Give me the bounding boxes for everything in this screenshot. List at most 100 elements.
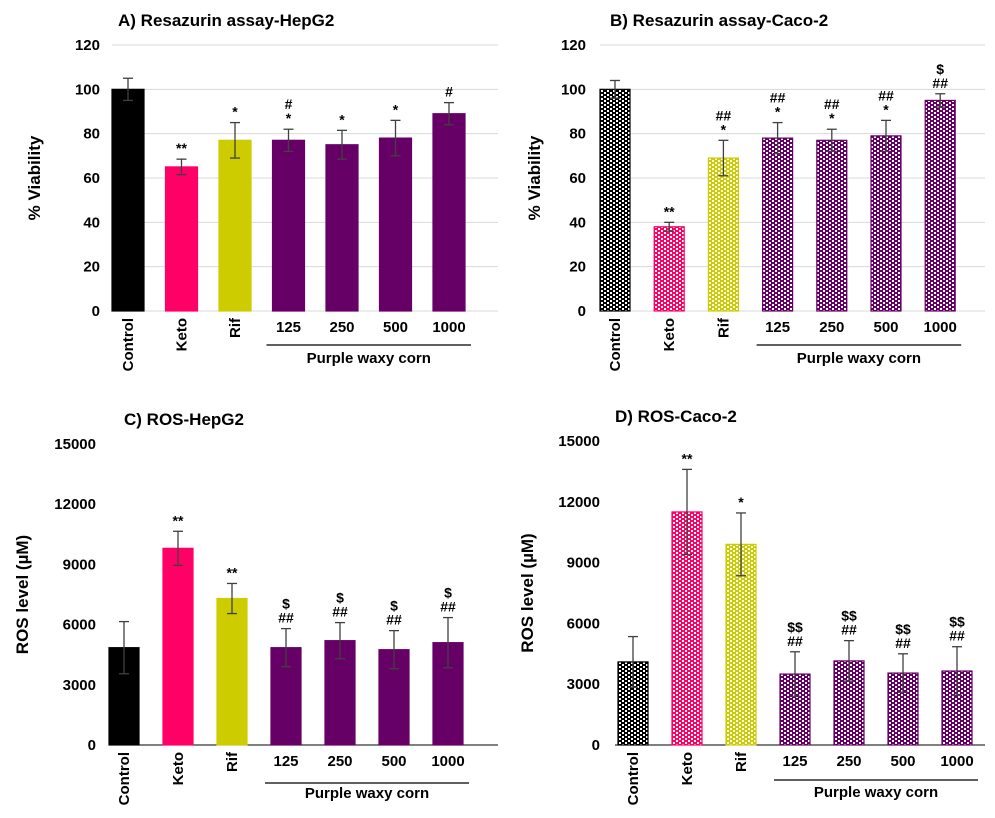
panel-a-y-axis-label: % Viability	[25, 135, 44, 220]
y-tick-label: 120	[75, 37, 100, 54]
y-tick-label: 0	[88, 737, 96, 754]
error-bar	[682, 468, 692, 556]
bar-1000	[432, 113, 466, 312]
y-tick-label: 60	[569, 170, 586, 187]
x-category-label: 1000	[432, 319, 465, 336]
error-bar	[826, 128, 837, 153]
significance-mark: ##	[440, 599, 456, 615]
error-bar	[898, 653, 908, 693]
significance-mark: ##	[278, 610, 294, 626]
error-bar	[389, 629, 399, 670]
significance-mark: $	[282, 596, 290, 612]
panel-d-title: D) ROS-Caco-2	[615, 407, 737, 426]
error-bar	[952, 646, 962, 696]
significance-mark: $	[444, 585, 452, 601]
error-bar	[844, 639, 854, 682]
bar-rif	[725, 543, 757, 746]
error-bar	[790, 651, 800, 698]
x-category-label: 250	[327, 753, 352, 770]
error-bar	[443, 616, 453, 669]
y-tick-label: 100	[561, 81, 586, 98]
significance-mark: **	[664, 203, 675, 219]
y-tick-label: 15000	[54, 436, 96, 453]
significance-mark: $$	[949, 614, 965, 630]
x-category-label: 500	[873, 319, 898, 336]
significance-mark: ##	[932, 75, 948, 91]
panel-c-chart: C) ROS-HepG2 ROS level (µM) 0 3000 6000 9000 1…	[13, 410, 498, 805]
y-tick-label: 80	[83, 126, 100, 143]
error-bar	[772, 121, 783, 155]
significance-mark: *	[883, 101, 889, 117]
y-tick-label: 60	[83, 170, 100, 187]
x-category-label: Rif	[733, 751, 750, 772]
significance-mark: ##	[332, 604, 348, 620]
x-category-label: Keto	[679, 752, 696, 785]
y-tick-label: 40	[569, 214, 586, 231]
x-category-label: 500	[381, 753, 406, 770]
significance-mark: *	[339, 111, 345, 127]
bar-rif	[707, 157, 740, 312]
error-bar	[119, 620, 129, 675]
error-bar	[718, 139, 729, 177]
bar-1000	[924, 99, 956, 312]
error-bar	[736, 512, 746, 577]
significance-mark: ##	[716, 107, 732, 123]
significance-mark: *	[393, 101, 399, 117]
significance-mark: #	[285, 96, 293, 112]
y-tick-label: 0	[578, 303, 586, 320]
significance-mark: *	[232, 104, 238, 120]
panel-a-chart: A) Resazurin assay-HepG2 % Viability 0 20 40…	[25, 11, 498, 371]
x-category-label: 250	[836, 753, 861, 770]
y-tick-label: 120	[561, 37, 586, 54]
bar-keto	[162, 547, 194, 746]
x-category-label: 500	[890, 753, 915, 770]
significance-mark: $	[390, 598, 398, 614]
significance-mark: *	[829, 110, 835, 126]
error-bar	[610, 79, 620, 99]
y-tick-label: 6000	[567, 615, 600, 632]
x-category-label: 500	[383, 319, 408, 336]
panel-d-chart: D) ROS-Caco-2 ROS level (µM) 0 3000 6000 9000…	[518, 407, 985, 805]
bar-keto	[653, 226, 685, 312]
bar-control	[599, 88, 631, 312]
error-bar	[230, 121, 240, 159]
panel-a-title: A) Resazurin assay-HepG2	[118, 11, 334, 30]
x-category-label: 125	[782, 753, 807, 770]
error-bar	[337, 129, 347, 160]
y-tick-label: 3000	[63, 677, 96, 694]
panel-c-y-axis-label: ROS level (µM)	[13, 535, 32, 654]
group-label: Purple waxy corn	[305, 785, 429, 802]
x-category-label: Rif	[715, 317, 732, 338]
bar-125	[761, 137, 794, 312]
bar-125	[271, 139, 306, 312]
panel-c-title: C) ROS-HepG2	[124, 410, 244, 429]
error-bar	[227, 582, 237, 615]
significance-mark: *	[721, 121, 727, 137]
significance-mark: **	[227, 564, 238, 580]
y-tick-label: 3000	[567, 676, 600, 693]
bar-500	[870, 135, 902, 312]
x-category-label: 1000	[940, 753, 973, 770]
significance-mark: *	[286, 110, 292, 126]
group-label: Purple waxy corn	[814, 784, 938, 801]
y-tick-label: 80	[569, 126, 586, 143]
y-tick-label: 20	[569, 259, 586, 276]
error-bar	[935, 93, 946, 108]
x-category-label: Rif	[227, 317, 244, 338]
significance-mark: $	[336, 590, 344, 606]
y-tick-label: 12000	[54, 496, 96, 513]
error-bar	[390, 119, 401, 157]
x-category-label: Control	[625, 752, 642, 805]
bar-rif	[218, 139, 252, 312]
x-category-label: Control	[120, 318, 137, 371]
x-category-label: Keto	[174, 318, 191, 351]
x-category-label: Keto	[661, 318, 678, 351]
significance-mark: ##	[895, 635, 911, 651]
significance-mark: #	[445, 84, 453, 100]
error-bar	[281, 627, 291, 668]
significance-mark: ##	[878, 87, 894, 103]
error-bar	[881, 119, 891, 153]
significance-mark: $$	[895, 621, 911, 637]
y-tick-label: 20	[83, 259, 100, 276]
